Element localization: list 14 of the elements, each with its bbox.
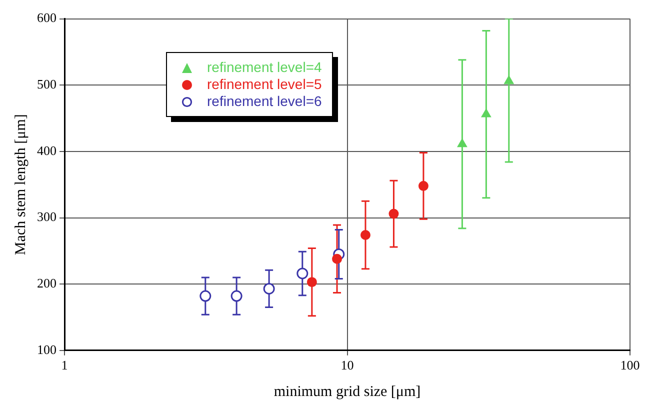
y-tick-label: 200 xyxy=(37,276,56,290)
x-tick-label: 1 xyxy=(61,358,68,373)
y-axis-title: Mach stem length [μm] xyxy=(12,114,29,256)
x-tick-label: 100 xyxy=(620,358,640,373)
legend-label: refinement level=6 xyxy=(207,93,322,110)
y-tick-label: 500 xyxy=(37,76,56,92)
y-tick-label: 100 xyxy=(37,342,56,357)
y-tick-label: 600 xyxy=(37,10,56,26)
legend-label: refinement level=5 xyxy=(207,76,322,93)
y-tick-label: 300 xyxy=(37,209,56,224)
x-axis-title: minimum grid size [μm] xyxy=(274,384,421,400)
y-tick-label: 400 xyxy=(37,142,56,158)
x-tick-label: 10 xyxy=(340,358,354,373)
legend-label: refinement level=4 xyxy=(207,59,322,76)
